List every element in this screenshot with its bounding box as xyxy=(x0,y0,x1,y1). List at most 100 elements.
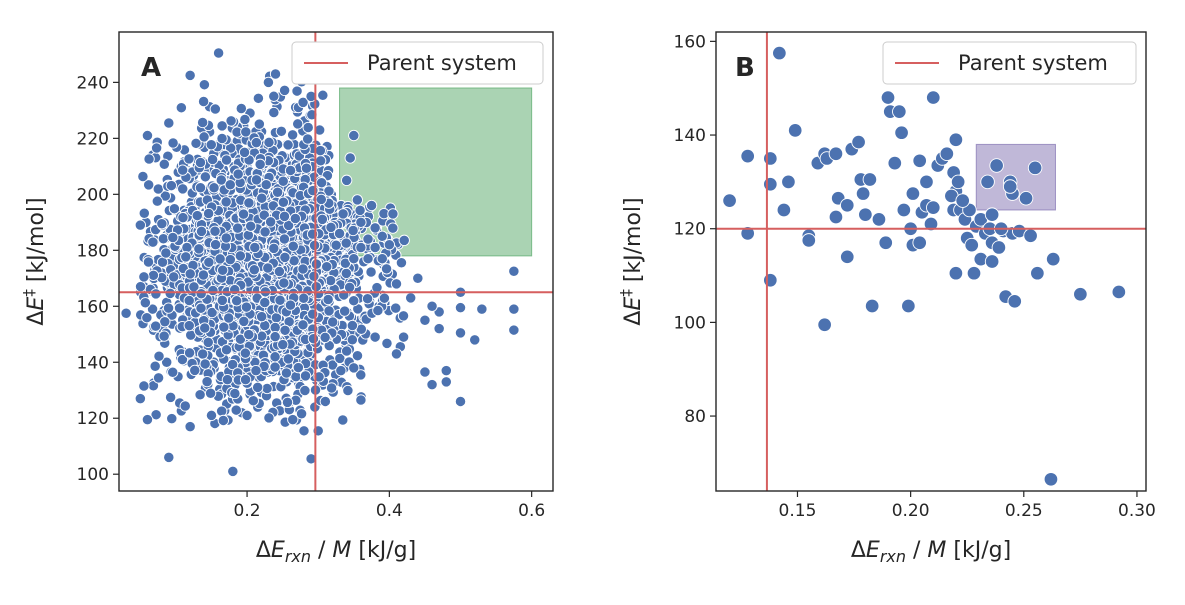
data-point xyxy=(259,296,271,309)
data-point xyxy=(277,338,289,351)
data-point xyxy=(234,250,246,262)
data-point xyxy=(926,200,941,215)
data-point xyxy=(163,117,175,129)
legend-box xyxy=(882,41,1137,85)
data-point xyxy=(264,216,277,228)
legend-box xyxy=(291,41,544,85)
data-point xyxy=(156,218,168,230)
data-point xyxy=(340,237,352,249)
data-point xyxy=(361,293,374,305)
data-point xyxy=(269,331,281,343)
data-point xyxy=(138,207,150,219)
data-point xyxy=(955,193,970,208)
legend: Parent system xyxy=(291,41,544,85)
data-point xyxy=(1045,251,1061,267)
data-point xyxy=(141,312,153,324)
data-point xyxy=(966,265,982,281)
y-tick-label: 160 xyxy=(77,297,109,317)
panel-b: 0.15 0.20 0.25 0.30 80 100 120 140 160 B Parent … xyxy=(617,31,1156,566)
data-point xyxy=(397,331,410,343)
data-point xyxy=(341,174,353,186)
data-point xyxy=(202,207,215,220)
data-point xyxy=(239,113,251,126)
data-point xyxy=(197,269,210,281)
data-point xyxy=(195,288,207,300)
data-point xyxy=(864,298,880,314)
legend-text: Parent system xyxy=(958,51,1108,75)
legend-text: Parent system xyxy=(367,51,517,75)
y-tick-label: 180 xyxy=(77,241,109,261)
data-point xyxy=(159,316,171,328)
data-point xyxy=(297,96,309,109)
data-point xyxy=(722,193,737,208)
data-point xyxy=(279,324,291,336)
data-point xyxy=(299,370,312,382)
data-point xyxy=(194,182,207,194)
data-point xyxy=(194,156,207,169)
data-point xyxy=(243,197,255,209)
data-point xyxy=(855,186,871,201)
data-point xyxy=(295,408,308,420)
data-point xyxy=(183,153,195,165)
data-point xyxy=(307,333,320,345)
data-point xyxy=(378,292,391,304)
data-point xyxy=(278,210,291,223)
data-point xyxy=(919,174,934,190)
data-point xyxy=(143,153,155,165)
data-point xyxy=(254,158,266,170)
data-point xyxy=(143,179,155,191)
data-point xyxy=(380,263,393,275)
data-point xyxy=(152,372,165,384)
y-axis-label: ΔE‡ [kJ/mol] xyxy=(20,197,49,325)
data-point xyxy=(355,241,367,254)
data-point xyxy=(369,222,381,234)
data-point xyxy=(315,155,327,167)
data-point xyxy=(220,154,233,166)
data-point xyxy=(268,242,280,255)
data-point xyxy=(772,45,787,61)
data-point xyxy=(206,153,219,166)
data-point xyxy=(476,303,488,315)
data-point xyxy=(292,118,304,130)
data-point xyxy=(199,171,212,183)
data-point xyxy=(342,384,354,397)
legend: Parent system xyxy=(882,41,1137,85)
x-tick-label: 0.4 xyxy=(376,501,403,521)
data-point xyxy=(134,280,147,293)
data-point xyxy=(271,186,284,198)
data-point xyxy=(454,302,467,314)
data-point xyxy=(307,185,319,197)
data-point xyxy=(151,195,163,207)
data-point xyxy=(164,391,177,404)
data-point xyxy=(763,272,778,288)
data-point xyxy=(209,103,221,115)
data-point xyxy=(282,139,294,151)
data-point xyxy=(208,182,220,194)
data-point xyxy=(339,305,351,317)
data-point xyxy=(196,116,209,129)
scatter-points xyxy=(120,47,520,478)
x-tick-label: 0.30 xyxy=(1118,501,1156,521)
y-tick-label: 220 xyxy=(77,129,109,149)
data-point xyxy=(225,115,237,127)
data-point xyxy=(355,216,367,228)
data-point xyxy=(376,253,388,265)
data-point xyxy=(199,358,211,370)
data-point xyxy=(224,179,236,191)
data-point xyxy=(297,263,309,275)
data-point xyxy=(912,153,927,169)
data-point xyxy=(343,281,356,294)
data-point xyxy=(229,387,241,400)
data-point xyxy=(197,95,210,108)
data-point xyxy=(203,256,215,268)
data-point xyxy=(395,257,408,269)
data-point xyxy=(840,198,855,213)
y-tick-label: 100 xyxy=(77,465,109,485)
x-axis-label: ΔErxn / M [kJ/g] xyxy=(851,538,1011,566)
data-point xyxy=(365,199,378,212)
data-point xyxy=(287,240,299,252)
data-point xyxy=(150,142,163,154)
data-point xyxy=(232,168,244,180)
panel-label: A xyxy=(141,53,161,83)
data-point xyxy=(1043,472,1059,487)
